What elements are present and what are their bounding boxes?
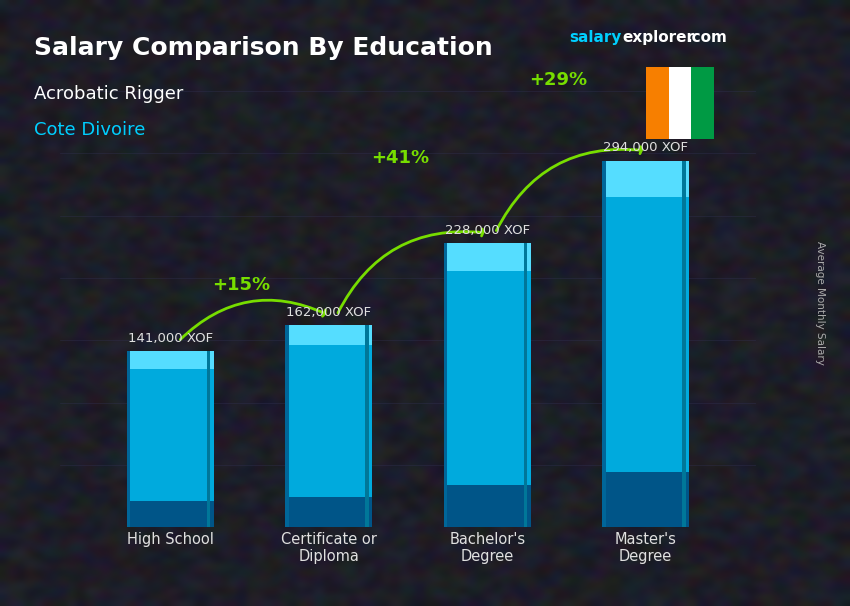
Bar (444, 243, 447, 527)
FancyBboxPatch shape (669, 67, 691, 139)
Text: Cote Divoire: Cote Divoire (34, 121, 145, 139)
Text: Acrobatic Rigger: Acrobatic Rigger (34, 85, 184, 103)
Bar (286, 325, 372, 345)
Bar (602, 161, 605, 527)
Text: salary: salary (570, 30, 622, 45)
Text: .com: .com (687, 30, 728, 45)
Bar (602, 161, 689, 198)
Text: 294,000 XOF: 294,000 XOF (604, 141, 689, 155)
Text: 228,000 XOF: 228,000 XOF (445, 224, 530, 237)
Bar (286, 497, 372, 527)
Bar (683, 161, 686, 527)
Bar (127, 369, 214, 501)
Bar (286, 345, 372, 497)
Bar (207, 351, 211, 527)
Bar (366, 325, 369, 527)
Bar (444, 485, 530, 527)
Bar (286, 325, 289, 527)
Bar (444, 271, 530, 485)
Text: Average Monthly Salary: Average Monthly Salary (815, 241, 825, 365)
Bar (127, 501, 214, 527)
Bar (602, 198, 689, 472)
Text: +41%: +41% (371, 148, 429, 167)
Bar (524, 243, 527, 527)
Text: explorer: explorer (622, 30, 694, 45)
Text: 141,000 XOF: 141,000 XOF (128, 332, 213, 345)
Text: +15%: +15% (212, 276, 271, 294)
FancyBboxPatch shape (646, 67, 669, 139)
Text: Salary Comparison By Education: Salary Comparison By Education (34, 36, 493, 61)
FancyBboxPatch shape (691, 67, 714, 139)
Bar (127, 351, 214, 369)
Bar (444, 243, 530, 271)
Bar (602, 472, 689, 527)
Bar (127, 351, 130, 527)
Text: 162,000 XOF: 162,000 XOF (286, 306, 371, 319)
Text: +29%: +29% (530, 71, 587, 89)
